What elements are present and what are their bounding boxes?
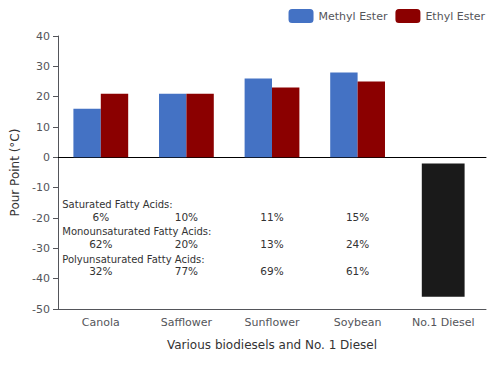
svg-text:Methyl Ester: Methyl Ester xyxy=(319,10,388,23)
svg-text:Canola: Canola xyxy=(82,316,120,329)
svg-text:0: 0 xyxy=(43,151,50,164)
svg-text:Pour Point (°C): Pour Point (°C) xyxy=(8,129,22,217)
svg-text:20%: 20% xyxy=(175,238,198,250)
svg-text:-40: -40 xyxy=(32,272,50,285)
svg-text:61%: 61% xyxy=(346,265,369,277)
svg-text:Sunflower: Sunflower xyxy=(245,316,300,329)
svg-text:-50: -50 xyxy=(32,303,50,316)
svg-text:10: 10 xyxy=(36,121,50,134)
svg-text:Ethyl Ester: Ethyl Ester xyxy=(425,10,485,23)
svg-text:69%: 69% xyxy=(260,265,283,277)
svg-text:-30: -30 xyxy=(32,242,50,255)
svg-text:40: 40 xyxy=(36,30,50,43)
svg-text:No.1 Diesel: No.1 Diesel xyxy=(412,316,475,329)
svg-text:15%: 15% xyxy=(346,211,369,223)
svg-text:10%: 10% xyxy=(175,211,198,223)
svg-text:Monounsaturated Fatty Acids:: Monounsaturated Fatty Acids: xyxy=(62,226,211,237)
svg-text:Safflower: Safflower xyxy=(161,316,213,329)
svg-text:Polyunsaturated Fatty Acids:: Polyunsaturated Fatty Acids: xyxy=(62,254,204,265)
svg-text:-20: -20 xyxy=(32,212,50,225)
svg-text:13%: 13% xyxy=(260,238,283,250)
svg-text:Soybean: Soybean xyxy=(334,316,382,329)
svg-text:24%: 24% xyxy=(346,238,369,250)
svg-text:Saturated Fatty Acids:: Saturated Fatty Acids: xyxy=(62,199,172,210)
svg-text:-10: -10 xyxy=(32,181,50,194)
svg-text:Various biodiesels and No. 1 D: Various biodiesels and No. 1 Diesel xyxy=(167,338,377,352)
svg-text:30: 30 xyxy=(36,60,50,73)
svg-text:20: 20 xyxy=(36,90,50,103)
svg-text:11%: 11% xyxy=(260,211,283,223)
svg-text:77%: 77% xyxy=(175,265,198,277)
svg-text:62%: 62% xyxy=(89,238,112,250)
svg-text:6%: 6% xyxy=(92,211,109,223)
svg-text:32%: 32% xyxy=(89,265,112,277)
